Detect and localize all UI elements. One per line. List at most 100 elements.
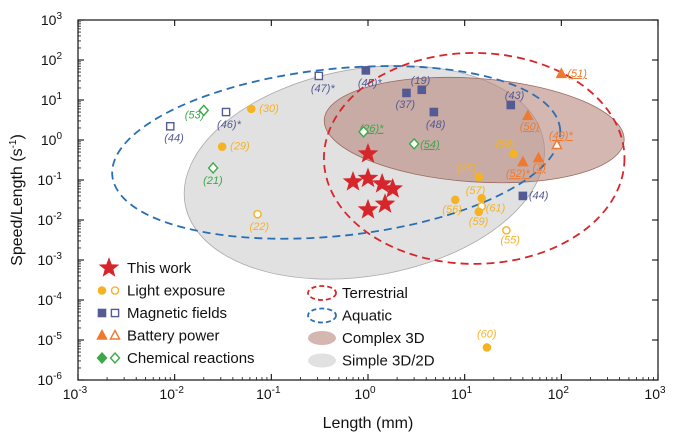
chemical-reactions-point xyxy=(408,137,420,150)
light-exposure-point-label: (60) xyxy=(477,328,497,340)
x-tick-label: 100 xyxy=(354,385,376,402)
y-tick-label: 101 xyxy=(41,91,63,108)
legend-this-work-label: This work xyxy=(127,260,192,277)
y-tick-label: 103 xyxy=(41,11,63,28)
this-work-point xyxy=(357,198,379,219)
battery-power-point xyxy=(532,151,545,163)
y-tick-label: 10-1 xyxy=(38,171,63,188)
legend-terrestrial-marker xyxy=(307,285,337,301)
legend-magnetic-fields-label: Magnetic fields xyxy=(127,305,227,322)
battery-power-point-label: (49)* xyxy=(549,130,574,142)
magnetic-fields-point-label: (19) xyxy=(411,75,431,87)
y-tick-label: 10-6 xyxy=(38,371,63,388)
light-exposure-point-label: (55) xyxy=(500,234,520,246)
light-exposure-point xyxy=(509,149,518,159)
light-exposure-point xyxy=(474,207,484,217)
x-tick-label: 101 xyxy=(451,385,473,402)
light-exposure-point xyxy=(502,226,511,235)
magnetic-fields-point xyxy=(165,122,175,131)
legend-chemical-reactions-label: Chemical reactions xyxy=(127,350,255,367)
this-work-point xyxy=(374,193,396,213)
light-exposure-point xyxy=(482,343,492,352)
battery-power-point-label: (52)* xyxy=(506,168,531,180)
y-tick-label: 102 xyxy=(41,51,63,68)
magnetic-fields-point-label: (44) xyxy=(529,190,549,202)
battery-power-point xyxy=(551,138,563,150)
region-aquatic xyxy=(111,65,562,240)
x-tick-label: 10-2 xyxy=(159,385,184,402)
battery-power-point-label: (50) xyxy=(520,121,540,133)
legend-this-work-marker xyxy=(98,257,120,277)
magnetic-fields-point-label: (48) xyxy=(426,119,446,131)
x-axis-label: Length (mm) xyxy=(323,415,414,432)
y-tick-label: 10-3 xyxy=(38,251,63,268)
battery-power-point xyxy=(522,109,534,121)
light-exposure-point-label: (56) xyxy=(442,204,462,216)
light-exposure-point xyxy=(217,142,227,151)
legend-light-exposure-marker xyxy=(97,286,107,295)
legend-simple-3d-2d-marker xyxy=(308,353,336,368)
magnetic-fields-point xyxy=(221,107,231,117)
chemical-reactions-point xyxy=(198,104,210,117)
battery-power-point-label: (51) xyxy=(567,68,587,80)
x-tick-label: 102 xyxy=(548,385,570,402)
light-exposure-point xyxy=(253,209,262,219)
this-work-point xyxy=(382,178,404,198)
legend-magnetic-fields-marker xyxy=(110,308,120,318)
magnetic-fields-point xyxy=(361,66,371,75)
legend-aquatic-marker xyxy=(307,307,337,324)
battery-power-point xyxy=(517,155,529,167)
magnetic-fields-point-label: (37) xyxy=(395,99,415,111)
chemical-reactions-point xyxy=(358,125,370,138)
legend-chemical-reactions-marker xyxy=(109,351,121,365)
legend-aquatic-label: Aquatic xyxy=(342,308,393,325)
magnetic-fields-point xyxy=(518,191,528,201)
light-exposure-point xyxy=(474,172,484,182)
x-tick-label: 103 xyxy=(644,385,666,402)
x-tick-label: 10-1 xyxy=(256,385,281,402)
magnetic-fields-point-label: (43) xyxy=(505,90,525,102)
y-tick-label: 10-5 xyxy=(38,331,63,348)
light-exposure-point xyxy=(477,193,486,203)
magnetic-fields-point-label: (46)* xyxy=(217,119,242,131)
legend-light-exposure-label: Light exposure xyxy=(127,283,225,300)
legend-terrestrial-label: Terrestrial xyxy=(342,285,408,302)
light-exposure-point-label: (25) xyxy=(457,163,477,175)
legend-battery-power-marker xyxy=(96,329,108,340)
light-exposure-point xyxy=(450,195,460,205)
legend-simple-3d-2d-label: Simple 3D/2D xyxy=(342,353,435,370)
battery-power-point xyxy=(555,67,568,79)
magnetic-fields-point xyxy=(429,107,439,117)
legend-battery-power-label: Battery power xyxy=(127,328,220,345)
magnetic-fields-point xyxy=(314,71,324,81)
light-exposure-point-label: (30) xyxy=(259,103,279,115)
legend-chemical-reactions-marker xyxy=(96,351,108,365)
light-exposure-point xyxy=(246,104,256,114)
this-work-point xyxy=(357,143,379,163)
magnetic-fields-point xyxy=(506,100,516,110)
magnetic-fields-point xyxy=(402,88,411,98)
region-complex-3d xyxy=(323,76,625,184)
this-work-point xyxy=(371,173,393,193)
light-exposure-point-label: (58) xyxy=(495,138,515,150)
legend-light-exposure-marker xyxy=(110,286,120,295)
data-points-layer xyxy=(165,66,568,352)
chemical-reactions-point-label: (53) xyxy=(185,109,205,121)
chemical-reactions-point xyxy=(207,161,219,175)
light-exposure-point-label: (29) xyxy=(230,141,250,153)
point-labels-layer: (30)(29)(22)(56)(25)(57)(61)(59)(55)(58)… xyxy=(164,68,587,341)
axis-ticks-layer: 10-3 10-2 10-1 100 101 102 103 10-6 10-5 10-4 10-3… xyxy=(38,11,666,402)
this-work-point xyxy=(357,167,379,188)
magnetic-fields-point-label: (44) xyxy=(164,132,184,144)
regions-layer xyxy=(111,52,626,280)
legend-complex-3d-marker xyxy=(308,331,336,345)
legend-battery-power-marker xyxy=(109,329,121,340)
legend-complex-3d-label: Complex 3D xyxy=(342,330,425,347)
y-tick-label: 10-2 xyxy=(38,211,63,228)
this-work-point xyxy=(342,170,364,191)
y-tick-label: 100 xyxy=(41,131,63,148)
magnetic-fields-point xyxy=(417,85,427,95)
y-tick-label: 10-4 xyxy=(38,291,63,308)
x-tick-label: 10-3 xyxy=(63,385,88,402)
chemical-reactions-point-label: (54) xyxy=(420,139,440,151)
